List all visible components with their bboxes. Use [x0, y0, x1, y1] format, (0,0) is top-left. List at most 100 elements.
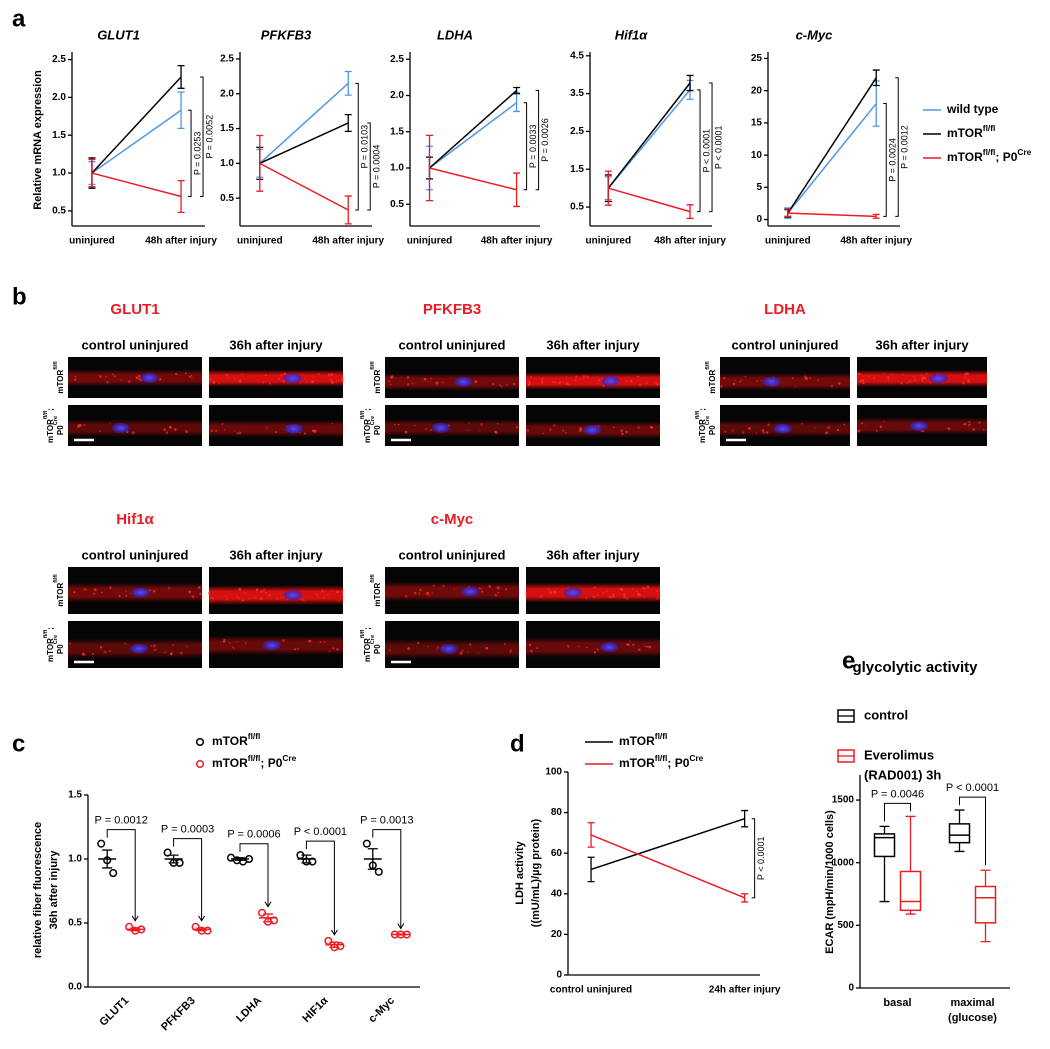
speckle — [530, 649, 533, 653]
line — [787, 212, 877, 218]
speckle — [732, 382, 736, 386]
data-point — [97, 839, 106, 848]
speckle — [188, 375, 191, 378]
row-label-part: Cre — [705, 416, 711, 425]
speckle — [568, 384, 571, 386]
bracket — [367, 122, 371, 211]
speckle — [625, 380, 628, 383]
speckle — [299, 382, 301, 384]
speckle — [540, 378, 544, 381]
speckle — [163, 428, 166, 431]
speckle — [867, 375, 871, 378]
speckle — [417, 641, 420, 645]
nucleus — [283, 373, 302, 384]
speckle — [118, 595, 121, 598]
bracket — [884, 802, 911, 822]
speckle — [105, 375, 107, 378]
y-tick-label: 500 — [837, 920, 854, 931]
speckle — [280, 374, 283, 377]
speckle — [929, 382, 931, 384]
speckle — [740, 379, 743, 382]
y-tick-label: 1.5 — [68, 790, 82, 801]
legend-label-part: mTOR — [212, 734, 248, 748]
y-tick-label: 25 — [751, 53, 763, 64]
speckle — [606, 590, 609, 593]
row-label-part: mTOR — [46, 638, 55, 662]
legend-label-part: fl/fl — [983, 123, 996, 133]
speckle — [623, 595, 627, 599]
speckle — [627, 643, 630, 647]
bracket — [535, 89, 540, 191]
speckle — [478, 587, 481, 590]
speckle — [906, 381, 909, 384]
y-axis-label: 36h after injury — [48, 850, 60, 930]
error-bar — [130, 927, 141, 932]
speckle — [427, 645, 429, 648]
legend-label: mTORfl/fl — [212, 731, 260, 748]
whisker — [879, 825, 890, 834]
speckle — [103, 650, 107, 654]
nucleus — [601, 376, 620, 387]
row-label-part: mTOR — [363, 638, 372, 662]
p-value: P = 0.0046 — [871, 788, 924, 800]
speckle — [731, 429, 735, 432]
speckle — [280, 596, 282, 599]
speckle — [175, 372, 178, 376]
speckle — [179, 651, 183, 655]
speckle — [500, 385, 503, 388]
nucleus — [283, 590, 302, 601]
speckle — [168, 425, 172, 429]
legend-label: (RAD001) 3h — [864, 767, 941, 782]
row-label-part: P0 — [56, 425, 65, 435]
speckle — [74, 378, 77, 381]
speckle — [240, 381, 242, 384]
speckle — [225, 598, 229, 601]
speckle — [74, 375, 77, 378]
speckle — [397, 423, 400, 426]
speckle — [238, 587, 242, 591]
row-label-part: mTOR — [363, 419, 372, 443]
speckle — [794, 385, 796, 387]
speckle — [639, 383, 642, 387]
speckle — [515, 426, 519, 429]
speckle — [858, 380, 862, 383]
speckle — [163, 651, 166, 654]
speckle — [238, 380, 242, 384]
speckle — [418, 592, 421, 595]
speckle — [197, 586, 201, 589]
column-header: 36h after injury — [546, 547, 640, 562]
legend-label-part: fl/fl — [983, 147, 996, 157]
line — [590, 834, 745, 899]
speckle — [283, 372, 286, 376]
y-tick-label: 0.5 — [68, 918, 82, 929]
speckle — [191, 595, 195, 598]
chart-title: Hif1α — [615, 27, 649, 42]
p-value: P = 0.0004 — [372, 145, 382, 189]
legend-label-part: ; P0 — [667, 756, 689, 770]
legend-label-part: fl/fl — [248, 753, 261, 763]
speckle — [656, 383, 659, 386]
speckle — [167, 586, 171, 590]
speckle — [255, 588, 259, 592]
speckle — [242, 599, 245, 602]
speckle — [579, 427, 583, 431]
error-bar — [263, 913, 273, 923]
speckle — [423, 377, 427, 381]
speckle — [578, 645, 580, 648]
speckle — [228, 642, 231, 644]
speckle — [632, 643, 635, 646]
speckle — [494, 430, 497, 434]
speckle — [623, 593, 626, 596]
line — [590, 817, 745, 871]
row-label-part: mTOR — [56, 583, 65, 607]
row-label-part: ; — [363, 627, 372, 630]
error-bar — [344, 70, 352, 96]
speckle — [468, 422, 471, 425]
panel-label: b — [12, 283, 27, 310]
y-tick-label: 10 — [751, 150, 763, 161]
speckle — [114, 375, 116, 378]
error-bar — [344, 113, 352, 132]
chart-title: glycolytic activity — [852, 659, 978, 676]
row-label-part: mTOR — [56, 370, 65, 394]
speckle — [864, 424, 867, 427]
